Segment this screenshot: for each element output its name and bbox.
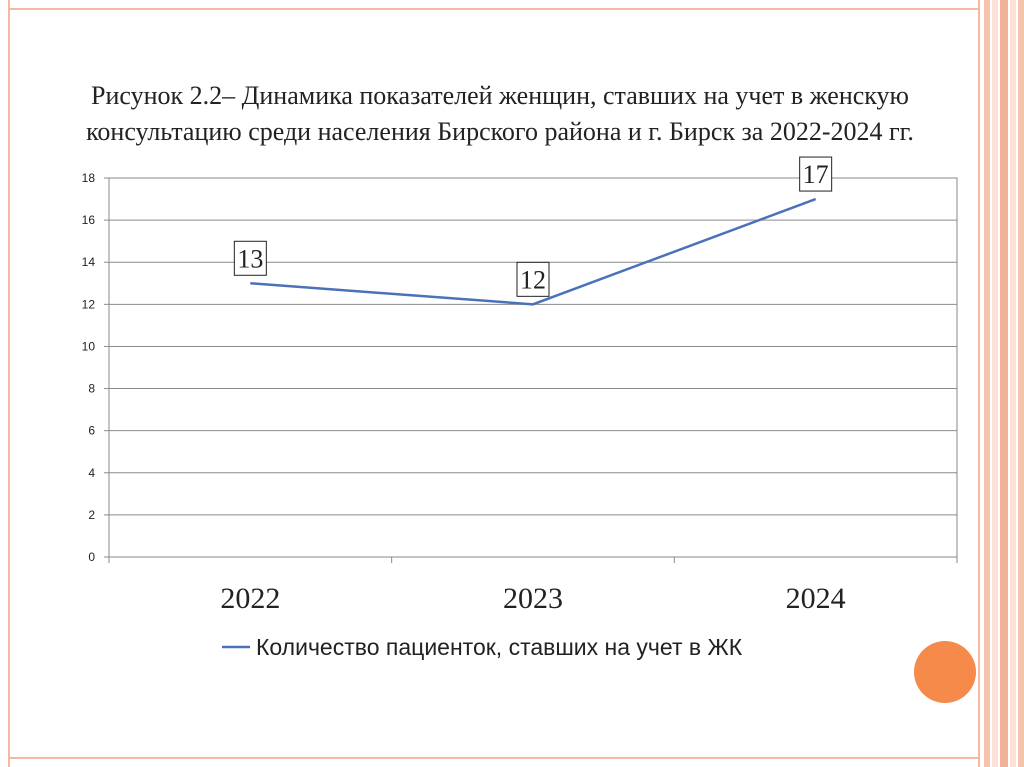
y-tick-label: 18 [82,171,96,185]
data-label: 13 [237,244,263,273]
decorative-stripes [984,0,1024,767]
plot-area [108,177,958,558]
x-tick-label: 2024 [786,582,846,615]
slide-frame-left [8,0,10,767]
y-tick-label: 6 [88,424,95,438]
slide-frame-right [978,0,980,767]
data-label-box [233,240,267,276]
decorative-stripe [1018,0,1024,767]
slide-frame-bottom [8,757,980,759]
y-tick-label: 0 [88,550,95,564]
y-tick-label: 12 [82,297,96,311]
y-tick-label: 8 [88,382,95,396]
y-tick-label: 2 [88,508,95,522]
x-tick-label: 2023 [503,582,563,615]
data-label: 12 [520,265,546,294]
decorative-stripe [1010,0,1016,767]
decorative-stripe [984,0,990,767]
legend: Количество пациенток, ставших на учет в … [222,634,743,660]
y-tick-label: 10 [82,339,96,353]
data-label: 17 [803,160,829,189]
decorative-stripe [992,0,998,767]
x-tick-label: 2022 [220,582,280,615]
data-label-box [799,156,833,192]
y-tick-label: 16 [82,213,96,227]
chart-title: Рисунок 2.2– Динамика показателей женщин… [86,81,914,146]
y-tick-label: 14 [82,255,96,269]
data-label-box [516,261,550,297]
y-tick-label: 4 [88,466,95,480]
x-axis: 2022 2023 2024 [108,557,958,615]
data-labels: 13 12 17 [233,156,833,297]
legend-label: Количество пациенток, ставших на учет в … [256,634,743,660]
slide-frame-top [8,8,980,10]
decorative-stripe [1000,0,1008,767]
y-axis: 0 2 4 6 8 10 12 14 16 18 [82,171,109,564]
decorative-circle [914,641,976,703]
series-group [250,197,817,306]
